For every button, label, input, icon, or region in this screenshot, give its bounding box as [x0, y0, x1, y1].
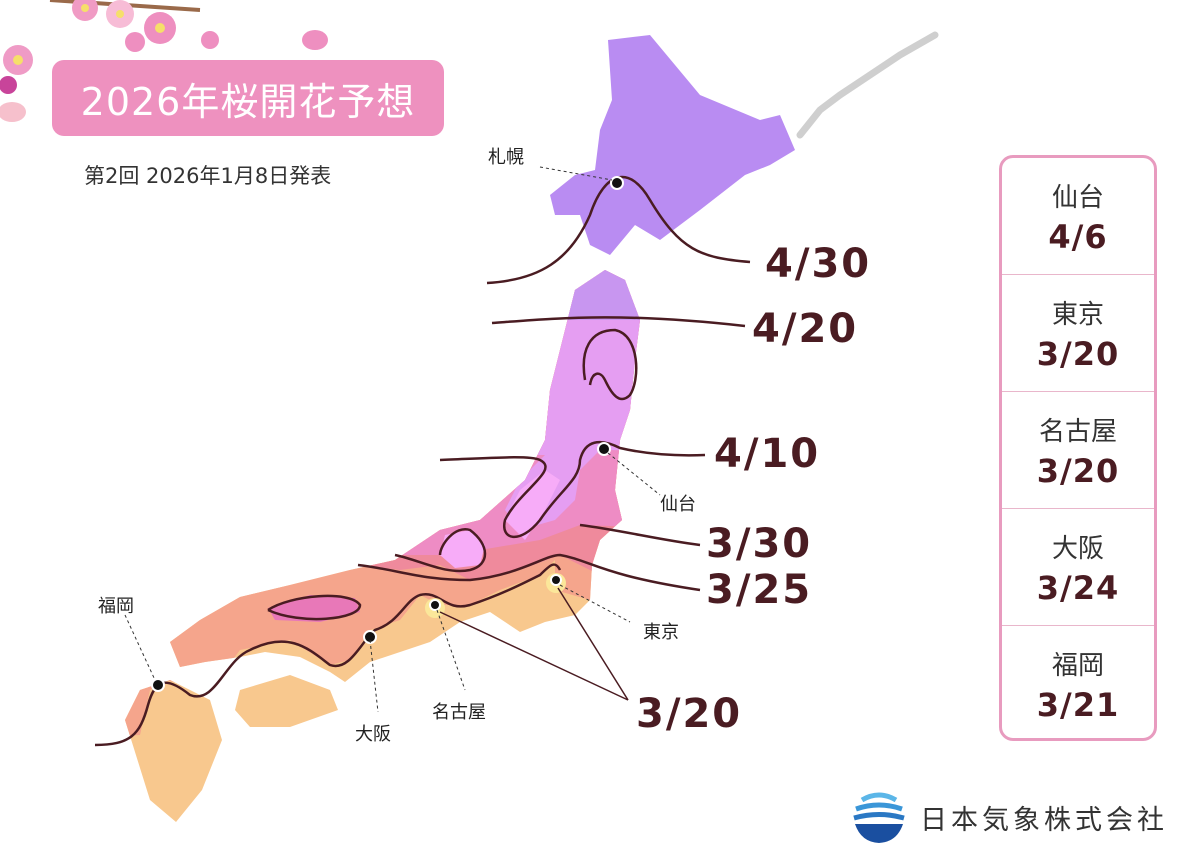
- city-label-osaka: 大阪: [355, 724, 391, 745]
- company-logo-icon: [853, 792, 905, 843]
- forecast-city: 名古屋: [1038, 416, 1117, 447]
- forecast-date: 3/20: [1036, 451, 1120, 490]
- isoline-label-4-30: 4/30: [765, 241, 871, 287]
- forecast-city: 東京: [1051, 299, 1104, 330]
- forecast-row: 名古屋 3/20: [1002, 392, 1154, 509]
- forecast-row: 東京 3/20: [1002, 275, 1154, 392]
- isoline-3-25: [357, 553, 701, 592]
- isoline-3-30: [394, 523, 701, 573]
- city-label-tokyo: 東京: [643, 622, 679, 643]
- forecast-date: 3/21: [1036, 685, 1120, 724]
- city-label-fukuoka: 福岡: [98, 596, 134, 617]
- page-title: 2026年桜開花予想: [52, 60, 444, 136]
- hokkaido-region: [550, 35, 795, 255]
- cherry-blossom-decoration: [0, 0, 328, 122]
- forecast-row: 仙台 4/6: [1002, 158, 1154, 275]
- isoline-4-20: [491, 316, 746, 328]
- forecast-city: 福岡: [1051, 650, 1104, 681]
- forecast-city: 大阪: [1051, 533, 1104, 564]
- forecast-date: 4/6: [1048, 217, 1108, 256]
- forecast-row: 福岡 3/21: [1002, 626, 1154, 742]
- forecast-city: 仙台: [1051, 182, 1104, 213]
- leader-lines: [124, 166, 661, 713]
- city-markers: [151, 176, 624, 692]
- marker-tokyo: [550, 574, 562, 586]
- isoline-label-3-20: 3/20: [636, 691, 742, 737]
- marker-nagoya: [429, 599, 441, 611]
- isoline-label-3-25: 3/25: [706, 567, 812, 613]
- marker-sendai: [597, 442, 611, 456]
- forecast-date: 3/20: [1036, 334, 1120, 373]
- isoline-label-3-30: 3/30: [706, 521, 812, 567]
- pointer-lines-3-20: [439, 587, 629, 701]
- forecast-date: 3/24: [1036, 568, 1120, 607]
- marker-fukuoka: [151, 678, 165, 692]
- marker-sapporo: [610, 176, 624, 190]
- city-forecast-panel: 仙台 4/6 東京 3/20 名古屋 3/20 大阪 3/24 福岡 3/21: [999, 155, 1157, 741]
- city-label-sendai: 仙台: [660, 494, 696, 515]
- isoline-3-25-loop: [267, 594, 362, 621]
- isoline-label-4-10: 4/10: [714, 431, 820, 477]
- isolines: [94, 175, 751, 747]
- kuril-islands: [796, 31, 939, 139]
- city-label-nagoya: 名古屋: [432, 702, 486, 723]
- company-name: 日本気象株式会社: [920, 804, 1168, 836]
- forecast-row: 大阪 3/24: [1002, 509, 1154, 626]
- isoline-4-10-loop: [582, 328, 638, 401]
- company-logo: 日本気象株式会社: [852, 790, 1168, 844]
- city-label-sapporo: 札幌: [488, 147, 524, 168]
- isoline-4-10: [439, 440, 706, 539]
- announcement-date: 第2回 2026年1月8日発表: [84, 164, 332, 188]
- isoline-label-4-20: 4/20: [752, 306, 858, 352]
